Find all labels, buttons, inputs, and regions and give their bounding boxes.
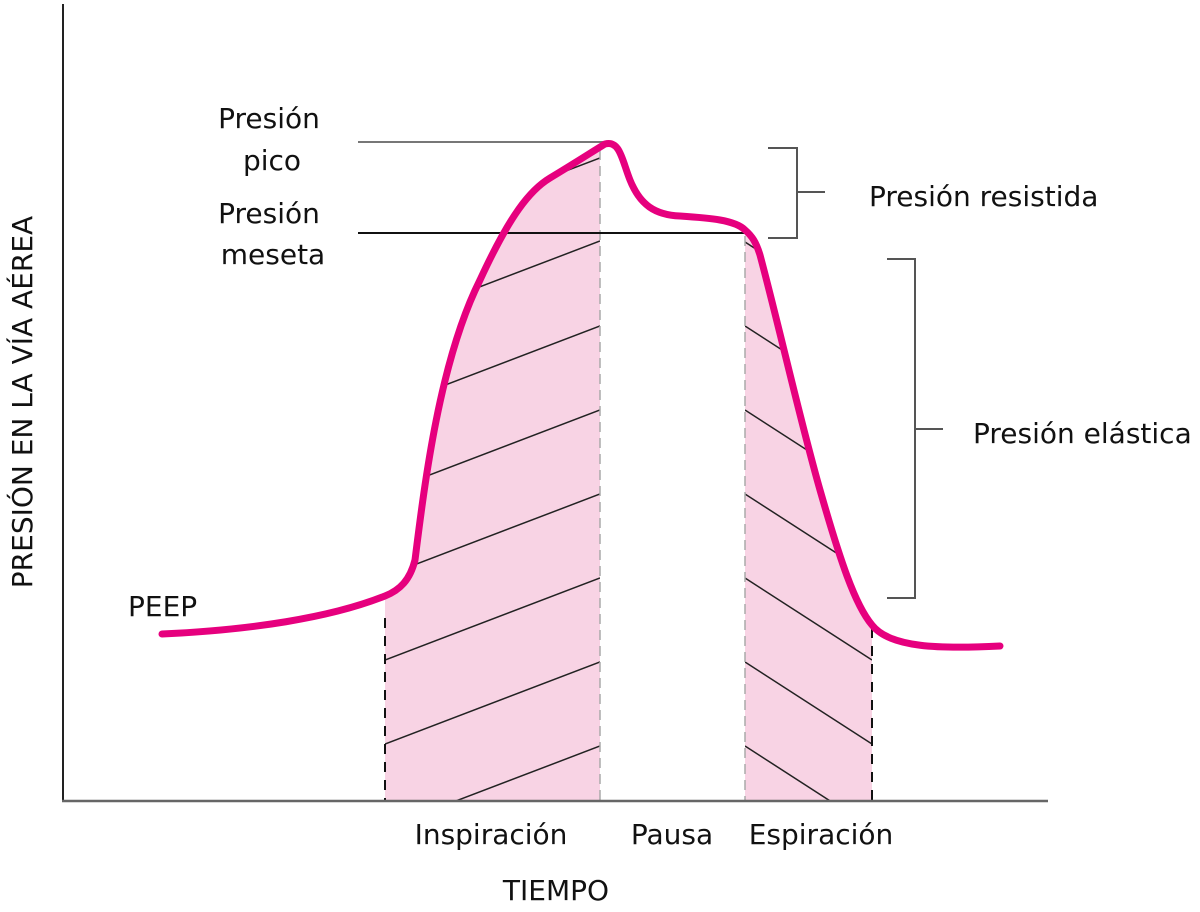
y-axis-label: PRESIÓN EN LA VÍA AÉREA [5, 216, 39, 588]
peep-label: PEEP [128, 590, 197, 623]
peak-pressure-label-2: pico [243, 144, 301, 177]
pressure-curve [158, 140, 1004, 651]
plateau-pressure-label-2: meseta [221, 238, 325, 271]
peak-pressure-label-1: Presión [218, 102, 320, 135]
resistive-pressure-label: Presión resistida [869, 180, 1098, 213]
inspiration-area [385, 148, 600, 801]
expiration-area [745, 234, 872, 801]
phase-inspiration-label: Inspiración [415, 818, 568, 851]
phase-expiration-label: Espiración [749, 818, 894, 851]
phase-pause-label: Pausa [631, 818, 713, 851]
x-axis-label: TIEMPO [502, 874, 609, 907]
elastic-pressure-label: Presión elástica [973, 417, 1192, 450]
elastic-pressure-bracket [887, 258, 943, 599]
plateau-pressure-label-1: Presión [218, 197, 320, 230]
resistive-pressure-bracket [768, 147, 825, 239]
